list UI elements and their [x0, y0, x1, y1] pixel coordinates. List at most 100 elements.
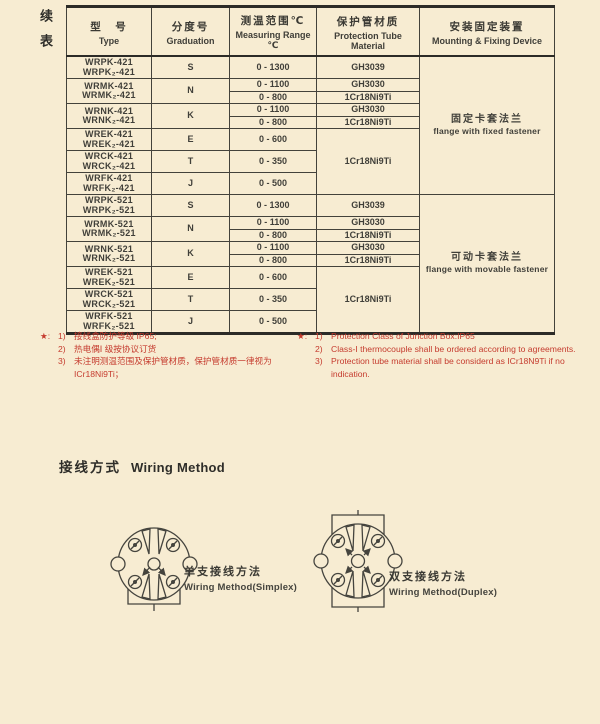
mounting-label-zh: 固定卡套法兰 — [451, 113, 523, 125]
col-header-range-en: Measuring Range ℃ — [235, 30, 311, 50]
type-cell: WRFK-521 WRFK₂-521 — [66, 310, 152, 334]
ceramic-slot — [361, 570, 371, 598]
center-hole — [350, 553, 366, 569]
mounting-label-en: flange with fixed fastener — [433, 126, 541, 136]
footnote-text: Protection Class of Junction Box:IP65 — [331, 331, 475, 341]
side-notch — [313, 553, 329, 569]
wire-arrow — [362, 548, 371, 557]
type-label: WRMK₂-521 — [82, 228, 136, 238]
col-header-graduation: 分度号 Graduation — [151, 6, 230, 57]
ceramic-slot — [345, 524, 355, 552]
graduation-cell: E — [151, 128, 230, 151]
col-header-graduation-en: Graduation — [166, 35, 215, 46]
table-row: WRMK-421 WRMK₂-421 N 0 - 1100 GH3030 — [66, 78, 555, 104]
material-cell: GH3030 — [316, 78, 420, 92]
graduation-cell: S — [151, 55, 230, 79]
type-label: WRNK₂-421 — [82, 115, 136, 125]
type-label: WRPK-421 — [85, 57, 133, 67]
range-cell: 0 - 500 — [229, 310, 317, 334]
graduation-cell: S — [151, 194, 230, 217]
table-row: 0 - 800 1Cr18Ni9Ti — [67, 115, 555, 129]
graduation-cell: T — [151, 288, 230, 311]
ceramic-slot — [157, 528, 167, 555]
type-cell: WRPK-521 WRPK₂-521 — [66, 194, 152, 217]
type-label: WREK-421 — [85, 129, 133, 139]
spec-table-wrap: 型 号 Type 分度号 Graduation 测温范围℃ Measuring … — [66, 5, 555, 335]
continued-table-label: 续表 — [38, 9, 53, 59]
mounting-cell: 固定卡套法兰 flange with fixed fastener — [419, 55, 555, 195]
mounting-cell: 可动卡套法兰 flange with movable fastener — [419, 194, 555, 334]
wiring-method-heading-en: Wiring Method — [131, 460, 226, 475]
type-label: WREK₂-521 — [82, 276, 136, 287]
terminal-block-simplex-icon — [110, 527, 198, 611]
footnote-text: 接线盒防护等级 IP65; — [74, 331, 157, 341]
type-label: WRFK₂-521 — [83, 320, 135, 331]
type-label: WRFK-521 — [85, 311, 133, 321]
footnote-text: 未注明测温范围及保护管材质，保护管材质一律视为 ICr18Ni9Ti； — [74, 356, 272, 379]
footnote-number: 2) — [58, 343, 66, 354]
type-label: WRFK-421 — [85, 173, 133, 183]
table-row: WRFK-421 WRFK₂-421 J 0 - 500 — [66, 172, 555, 195]
type-cell: WRNK-521 WRNK₂-521 — [66, 241, 152, 267]
type-label: WRMK-521 — [84, 218, 134, 229]
type-label: WRMK-421 — [84, 80, 134, 91]
terminal-block-outline — [320, 523, 396, 599]
duplex-caption-zh: 双支接线方法 — [389, 571, 467, 583]
range-cell: 0 - 500 — [229, 172, 317, 195]
type-label: WRFK₂-421 — [83, 182, 135, 193]
graduation-cell: K — [151, 241, 230, 267]
graduation-cell: E — [151, 266, 230, 289]
graduation-cell: T — [151, 150, 230, 173]
table-row: WRFK-521 WRFK₂-521 J 0 - 500 — [66, 310, 555, 334]
duplex-wiring-diagram — [306, 510, 410, 612]
terminal-screw — [370, 572, 386, 588]
footnote-line: ★: 1) Protection Class of Junction Box:I… — [297, 330, 579, 343]
col-header-mounting-en: Mounting & Fixing Device — [431, 35, 542, 46]
terminal-screw — [330, 533, 346, 549]
material-cell: GH3039 — [316, 55, 420, 79]
type-label: WRCK-521 — [84, 289, 134, 299]
col-header-material-en: Protection Tube Material — [334, 30, 402, 51]
type-label: WREK₂-421 — [82, 138, 136, 149]
graduation-cell: J — [151, 172, 230, 195]
wire-arrow — [345, 565, 354, 574]
table-row: WRCK-421 WRCK₂-421 T 0 - 350 — [66, 150, 555, 173]
footnote-text: Class-I thermocouple shall be ordered ac… — [331, 343, 576, 354]
range-cell: 0 - 600 — [229, 128, 317, 151]
footnote-line: 3) 未注明测温范围及保护管材质，保护管材质一律视为 ICr18Ni9Ti； — [40, 355, 296, 380]
ceramic-slot — [345, 570, 355, 598]
material-cell: 1Cr18Ni9Ti — [316, 115, 420, 129]
footnotes-chinese: ★: 1) 接线盒防护等级 IP65; 2) 热电偶Ⅰ 级按协议订货 3) 未注… — [40, 330, 296, 380]
range-cell: 0 - 800 — [229, 115, 317, 129]
type-label: WRPK₂-521 — [82, 204, 136, 215]
simplex-caption-en: Wiring Method(Simplex) — [184, 582, 298, 593]
type-label: WRCK₂-521 — [82, 298, 136, 309]
terminal-block-outline — [117, 527, 191, 601]
type-label: WRPK-521 — [85, 195, 133, 205]
table-row: WRPK-521 WRPK₂-521 S 0 - 1300 GH3039 可动卡套法兰 fl… — [66, 194, 555, 334]
type-cell: WREK-521 WREK₂-521 — [66, 266, 152, 289]
footnote-text: 热电偶Ⅰ 级按协议订货 — [74, 343, 157, 354]
footnote-line: 2) 热电偶Ⅰ 级按协议订货 — [40, 343, 296, 356]
star-icon: ★: — [297, 331, 308, 341]
range-cell: 0 - 800 — [229, 228, 317, 242]
mounting-label-en: flange with movable fastener — [425, 264, 549, 274]
col-header-mounting-zh: 安装固定装置 — [449, 20, 525, 33]
footnote-number: 3) — [58, 356, 66, 366]
ceramic-slot — [141, 528, 151, 555]
wiring-method-heading: 接线方式 Wiring Method — [59, 456, 225, 477]
material-cell: GH3030 — [316, 216, 420, 230]
terminal-screw — [165, 537, 181, 553]
table-row: WRNK-421 WRNK₂-421 K 0 - 1100 GH3030 — [66, 103, 555, 129]
type-label: WRNK₂-521 — [82, 253, 136, 263]
type-cell: WRCK-421 WRCK₂-421 — [66, 150, 152, 173]
material-cell: GH3039 — [316, 194, 420, 217]
simplex-wiring-diagram — [102, 520, 206, 614]
terminal-screw — [165, 574, 181, 590]
mounting-label-zh: 可动卡套法兰 — [451, 251, 523, 263]
range-cell: 0 - 1100 — [229, 78, 317, 92]
footnote-text: Protection tube material shall be consid… — [331, 356, 565, 379]
simplex-caption: 单支接线方法 Wiring Method(Simplex) — [184, 563, 297, 593]
wire-arrow — [362, 565, 371, 574]
terminal-screw — [127, 574, 143, 590]
